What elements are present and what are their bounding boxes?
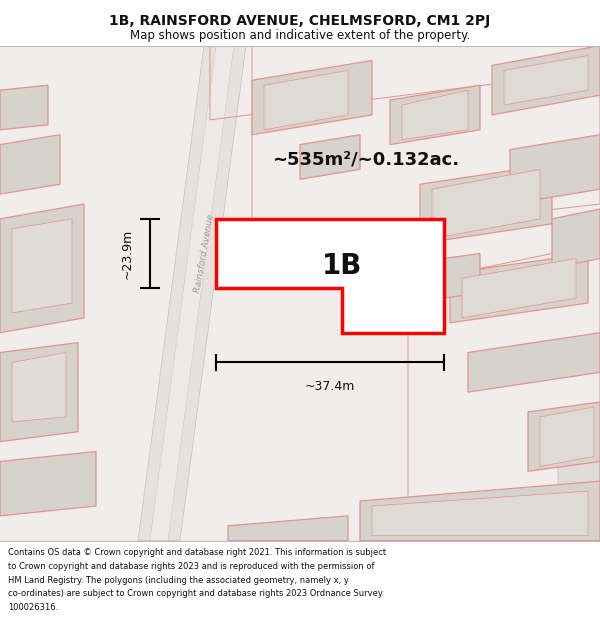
Polygon shape <box>0 342 78 442</box>
Polygon shape <box>432 169 540 239</box>
Text: to Crown copyright and database rights 2023 and is reproduced with the permissio: to Crown copyright and database rights 2… <box>8 562 374 571</box>
Text: 1B: 1B <box>322 252 362 280</box>
Polygon shape <box>504 56 588 105</box>
Polygon shape <box>264 71 348 130</box>
Polygon shape <box>540 407 594 466</box>
Text: co-ordinates) are subject to Crown copyright and database rights 2023 Ordnance S: co-ordinates) are subject to Crown copyr… <box>8 589 383 598</box>
Polygon shape <box>528 402 600 471</box>
Polygon shape <box>552 209 600 268</box>
Polygon shape <box>150 46 234 541</box>
Text: ~23.9m: ~23.9m <box>120 228 133 279</box>
Polygon shape <box>300 135 360 179</box>
Polygon shape <box>0 204 84 332</box>
Polygon shape <box>558 442 600 541</box>
Polygon shape <box>420 164 552 244</box>
Text: Rainsford Avenue: Rainsford Avenue <box>193 214 215 294</box>
Text: 1B, RAINSFORD AVENUE, CHELMSFORD, CM1 2PJ: 1B, RAINSFORD AVENUE, CHELMSFORD, CM1 2P… <box>109 14 491 28</box>
Polygon shape <box>216 219 444 332</box>
Text: ~37.4m: ~37.4m <box>305 380 355 392</box>
Polygon shape <box>0 135 60 194</box>
Polygon shape <box>0 85 48 130</box>
Polygon shape <box>360 481 600 541</box>
Polygon shape <box>252 61 372 135</box>
Polygon shape <box>462 259 576 318</box>
Text: ~535m²/~0.132ac.: ~535m²/~0.132ac. <box>272 151 460 169</box>
Polygon shape <box>390 85 480 144</box>
Polygon shape <box>402 90 468 139</box>
Text: Map shows position and indicative extent of the property.: Map shows position and indicative extent… <box>130 29 470 42</box>
Polygon shape <box>450 254 588 323</box>
Polygon shape <box>510 135 600 204</box>
Polygon shape <box>408 254 480 303</box>
Polygon shape <box>0 451 96 516</box>
Polygon shape <box>12 352 66 422</box>
Text: Contains OS data © Crown copyright and database right 2021. This information is : Contains OS data © Crown copyright and d… <box>8 548 386 557</box>
Polygon shape <box>492 46 600 115</box>
Polygon shape <box>468 332 600 392</box>
Polygon shape <box>228 516 348 541</box>
Polygon shape <box>12 219 72 313</box>
Text: 100026316.: 100026316. <box>8 603 58 612</box>
Polygon shape <box>138 46 246 541</box>
Text: HM Land Registry. The polygons (including the associated geometry, namely x, y: HM Land Registry. The polygons (includin… <box>8 576 349 584</box>
Polygon shape <box>372 491 588 536</box>
